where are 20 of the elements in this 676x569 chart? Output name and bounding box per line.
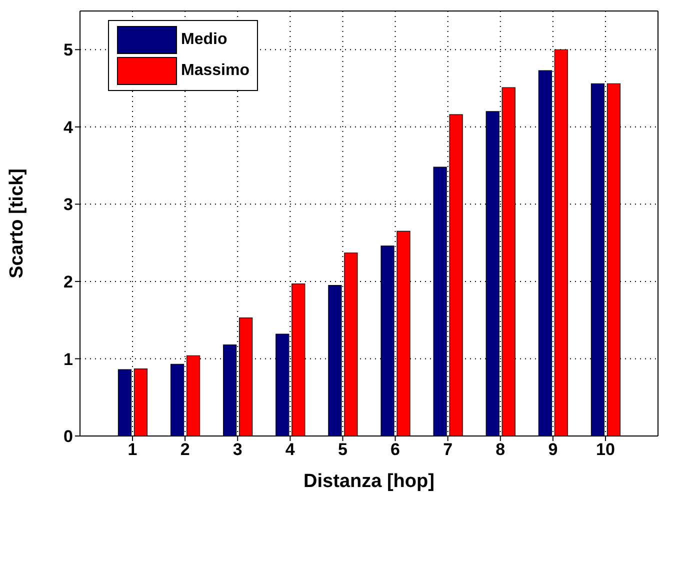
x-tick-label: 5 [338, 440, 348, 460]
legend-label: Medio [181, 31, 228, 49]
x-tick-label: 4 [285, 440, 296, 460]
y-tick-label: 4 [64, 118, 74, 137]
y-tick-label: 5 [64, 40, 73, 60]
y-tick-label: 2 [64, 272, 73, 292]
x-tick-label: 2 [180, 440, 190, 460]
y-axis-title: Scarto [tick] [6, 168, 28, 278]
x-tick-label: 10 [596, 440, 615, 460]
x-axis-title: Distanza [hop] [304, 471, 434, 492]
x-tick-label: 6 [390, 440, 400, 460]
x-tick-label: 3 [232, 440, 242, 460]
x-tick-label: 1 [128, 440, 138, 460]
x-tick-label: 7 [443, 440, 453, 460]
y-tick-label: 3 [64, 195, 73, 214]
y-tick-label: 1 [64, 350, 73, 369]
x-tick-label: 9 [548, 440, 558, 460]
legend-label: Massimo [181, 62, 250, 80]
x-tick-label: 8 [496, 440, 506, 460]
y-tick-label: 0 [64, 427, 73, 446]
